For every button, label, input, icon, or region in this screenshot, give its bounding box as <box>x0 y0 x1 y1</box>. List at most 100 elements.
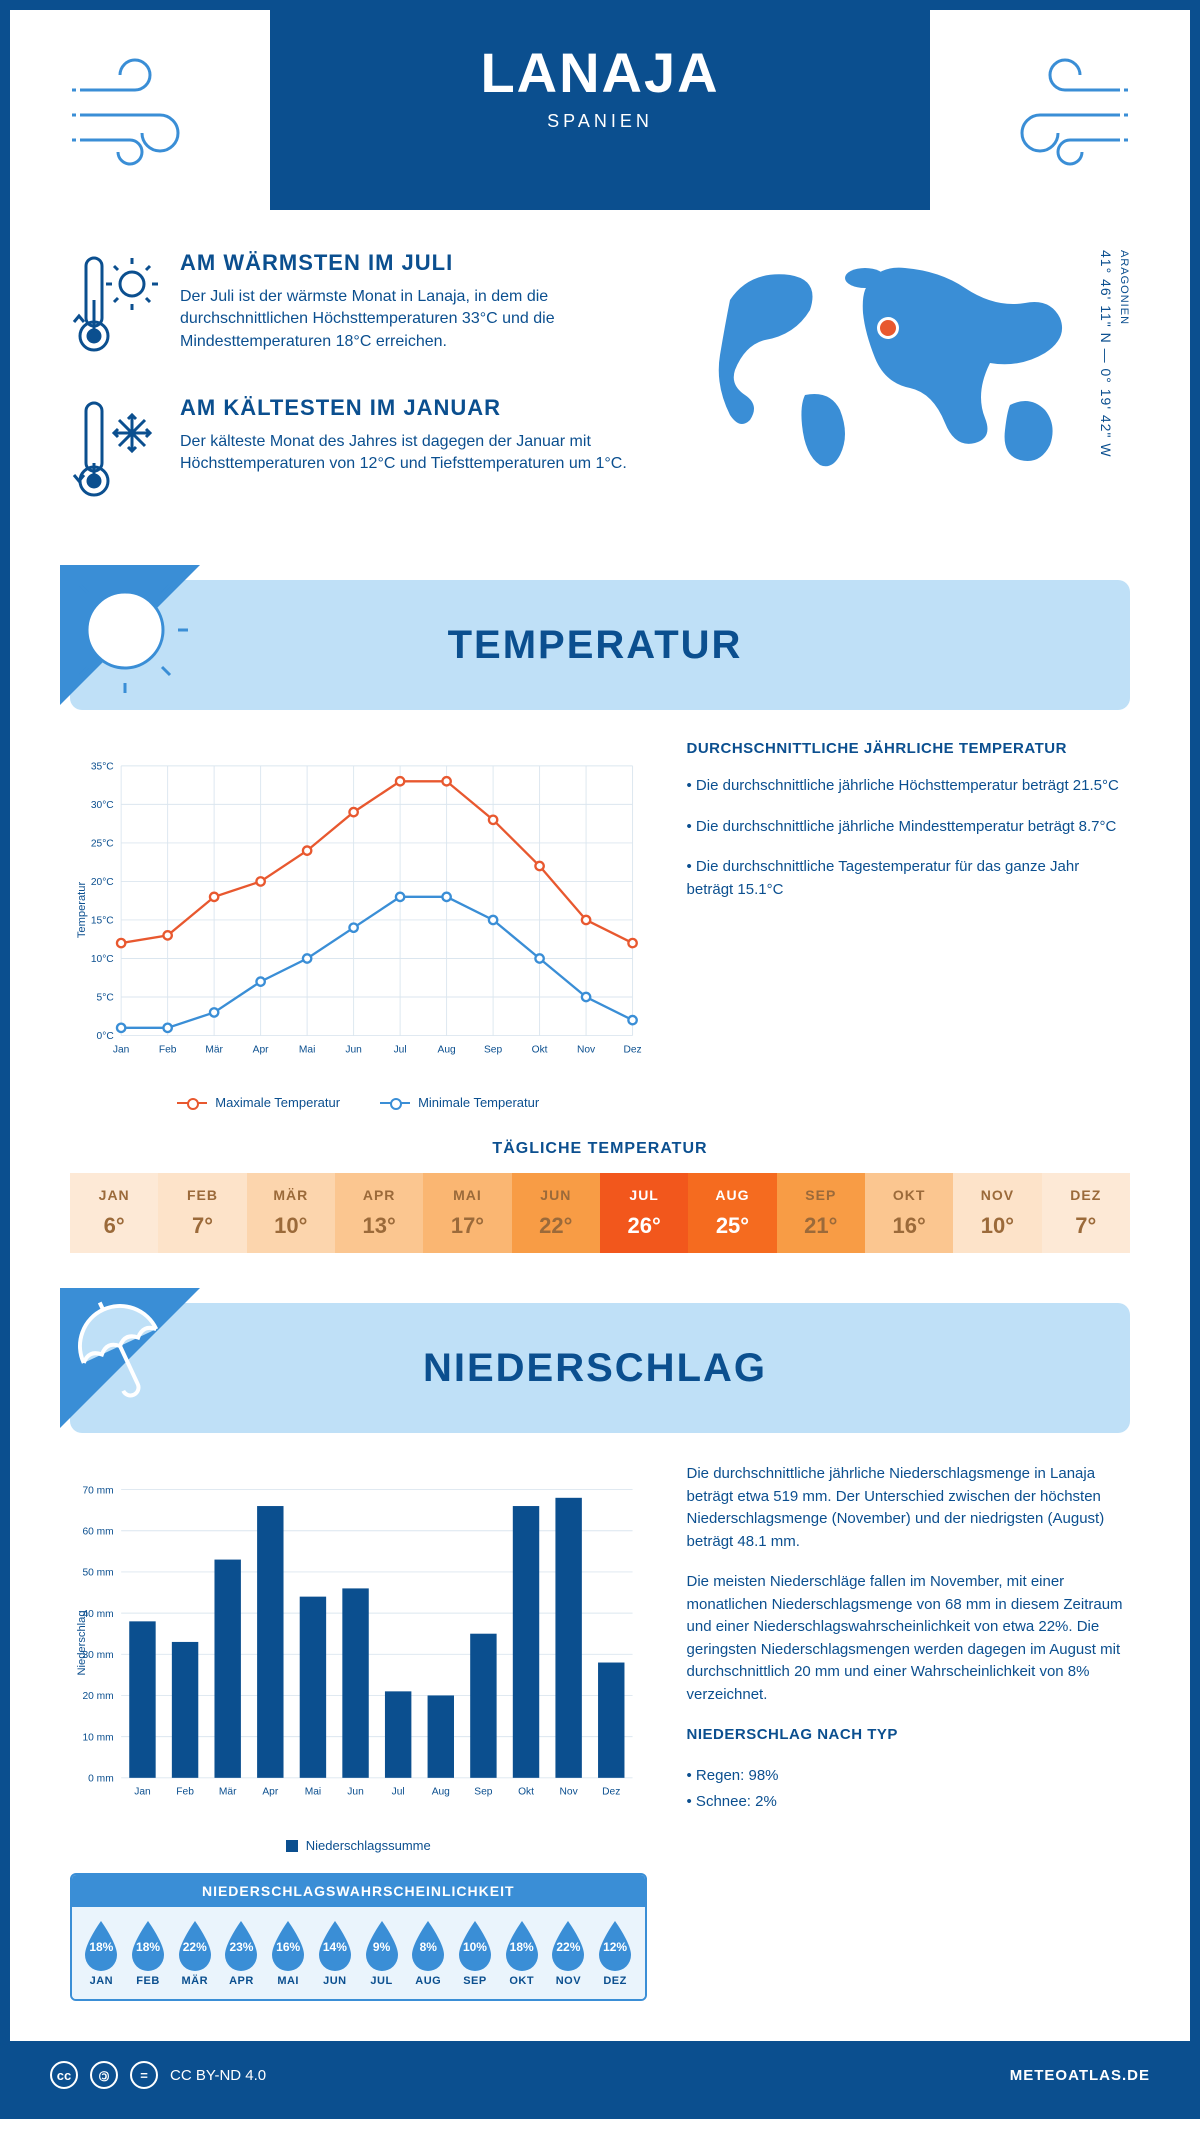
drop-icon: 18% <box>501 1919 543 1971</box>
svg-text:Aug: Aug <box>432 1787 450 1798</box>
svg-text:Jan: Jan <box>134 1787 151 1798</box>
legend-min: .legend-item:nth-child(2) .legend-line::… <box>380 1095 539 1110</box>
svg-text:Okt: Okt <box>518 1787 534 1798</box>
svg-text:Nov: Nov <box>577 1044 596 1055</box>
svg-text:Dez: Dez <box>623 1044 641 1055</box>
svg-text:Okt: Okt <box>532 1044 548 1055</box>
probability-row: 18% JAN 18% FEB 22% MÄR 23% APR 16% MAI … <box>72 1907 645 1999</box>
svg-text:30°C: 30°C <box>91 800 114 811</box>
daily-value: 21° <box>777 1213 865 1239</box>
coldest-desc: Der kälteste Monat des Jahres ist dagege… <box>180 431 670 476</box>
drop-value: 12% <box>603 1940 627 1954</box>
svg-text:Apr: Apr <box>262 1787 278 1798</box>
prob-month: JUL <box>358 1975 405 1987</box>
avg-temp-item: • Die durchschnittliche Tagestemperatur … <box>687 856 1130 901</box>
world-map-icon <box>710 250 1090 480</box>
prob-month: DEZ <box>592 1975 639 1987</box>
probability-cell: 8% AUG <box>405 1919 452 1987</box>
svg-text:Jun: Jun <box>345 1044 362 1055</box>
drop-value: 23% <box>229 1940 253 1954</box>
probability-cell: 14% JUN <box>312 1919 359 1987</box>
daily-temp-cell: OKT16° <box>865 1173 953 1253</box>
daily-value: 17° <box>423 1213 511 1239</box>
warmest-text: AM WÄRMSTEN IM JULI Der Juli ist der wär… <box>180 250 670 365</box>
daily-temp-cell: JUL26° <box>600 1173 688 1253</box>
prob-month: MÄR <box>171 1975 218 1987</box>
drop-icon: 8% <box>407 1919 449 1971</box>
prob-month: JAN <box>78 1975 125 1987</box>
svg-text:Mär: Mär <box>219 1787 237 1798</box>
drop-value: 18% <box>510 1940 534 1954</box>
warmest-title: AM WÄRMSTEN IM JULI <box>180 250 670 276</box>
by-icon: 🄯 <box>90 2061 118 2089</box>
content: AM WÄRMSTEN IM JULI Der Juli ist der wär… <box>10 210 1190 2041</box>
prob-month: FEB <box>125 1975 172 1987</box>
location-title: LANAJA <box>480 40 719 105</box>
daily-value: 7° <box>1042 1213 1130 1239</box>
svg-text:0°C: 0°C <box>97 1031 114 1042</box>
probability-cell: 18% FEB <box>125 1919 172 1987</box>
daily-month: DEZ <box>1042 1187 1130 1203</box>
svg-text:Jun: Jun <box>347 1787 364 1798</box>
svg-text:10°C: 10°C <box>91 954 114 965</box>
avg-temp-title: DURCHSCHNITTLICHE JÄHRLICHE TEMPERATUR <box>687 740 1130 757</box>
probability-cell: 18% OKT <box>498 1919 545 1987</box>
precipitation-legend: Niederschlagssumme <box>70 1838 647 1853</box>
svg-text:Mai: Mai <box>299 1044 315 1055</box>
prob-month: APR <box>218 1975 265 1987</box>
daily-value: 10° <box>247 1213 335 1239</box>
temperature-title: TEMPERATUR <box>210 623 1130 668</box>
svg-text:Temperatur: Temperatur <box>76 882 88 939</box>
probability-cell: 22% MÄR <box>171 1919 218 1987</box>
drop-icon: 14% <box>314 1919 356 1971</box>
daily-value: 6° <box>70 1213 158 1239</box>
daily-month: MAI <box>423 1187 511 1203</box>
daily-value: 22° <box>512 1213 600 1239</box>
warmest-desc: Der Juli ist der wärmste Monat in Lanaja… <box>180 286 670 353</box>
drop-value: 22% <box>556 1940 580 1954</box>
svg-text:35°C: 35°C <box>91 762 114 773</box>
prob-month: AUG <box>405 1975 452 1987</box>
svg-text:Jul: Jul <box>394 1044 407 1055</box>
svg-text:Nov: Nov <box>560 1787 579 1798</box>
location-subtitle: SPANIEN <box>480 111 719 132</box>
header: LANAJA SPANIEN <box>10 10 1190 210</box>
daily-temp-title: TÄGLICHE TEMPERATUR <box>70 1140 1130 1158</box>
daily-month: NOV <box>953 1187 1041 1203</box>
legend-precip-sum: Niederschlagssumme <box>286 1838 431 1853</box>
temperature-banner: TEMPERATUR <box>70 580 1130 710</box>
svg-text:Apr: Apr <box>253 1044 269 1055</box>
probability-box: NIEDERSCHLAGSWAHRSCHEINLICHKEIT 18% JAN … <box>70 1873 647 2001</box>
legend-max: .legend-item:nth-child(1) .legend-line::… <box>177 1095 340 1110</box>
daily-temp-cell: JAN6° <box>70 1173 158 1253</box>
drop-icon: 22% <box>174 1919 216 1971</box>
svg-text:Jan: Jan <box>113 1044 130 1055</box>
daily-temp-cell: NOV 10° <box>953 1173 1041 1253</box>
prob-month: OKT <box>498 1975 545 1987</box>
daily-value: 13° <box>335 1213 423 1239</box>
precipitation-banner: NIEDERSCHLAG <box>70 1303 1130 1433</box>
wind-icon <box>990 50 1130 170</box>
probability-cell: 22% NOV <box>545 1919 592 1987</box>
daily-temp-cell: MÄR 10° <box>247 1173 335 1253</box>
coldest-text: AM KÄLTESTEN IM JANUAR Der kälteste Mona… <box>180 395 670 510</box>
drop-icon: 16% <box>267 1919 309 1971</box>
svg-text:0 mm: 0 mm <box>88 1774 114 1785</box>
svg-text:25°C: 25°C <box>91 839 114 850</box>
drop-value: 9% <box>373 1940 390 1954</box>
drop-value: 18% <box>136 1940 160 1954</box>
daily-month: FEB <box>158 1187 246 1203</box>
drop-icon: 22% <box>547 1919 589 1971</box>
daily-value: 10° <box>953 1213 1041 1239</box>
prob-month: SEP <box>452 1975 499 1987</box>
daily-month: MÄR <box>247 1187 335 1203</box>
header-decoration-right <box>930 10 1190 210</box>
svg-text:Niederschlag: Niederschlag <box>76 1610 88 1675</box>
daily-temp-cell: JUN22° <box>512 1173 600 1253</box>
precip-type-item: • Regen: 98% <box>687 1765 1130 1788</box>
drop-icon: 10% <box>454 1919 496 1971</box>
precipitation-section: 0 mm10 mm20 mm30 mm40 mm50 mm60 mm70 mmN… <box>70 1463 1130 2001</box>
svg-text:15°C: 15°C <box>91 916 114 927</box>
temperature-chart: 0°C5°C10°C15°C20°C25°C30°C35°CJanFebMärA… <box>70 740 647 1110</box>
drop-value: 22% <box>183 1940 207 1954</box>
